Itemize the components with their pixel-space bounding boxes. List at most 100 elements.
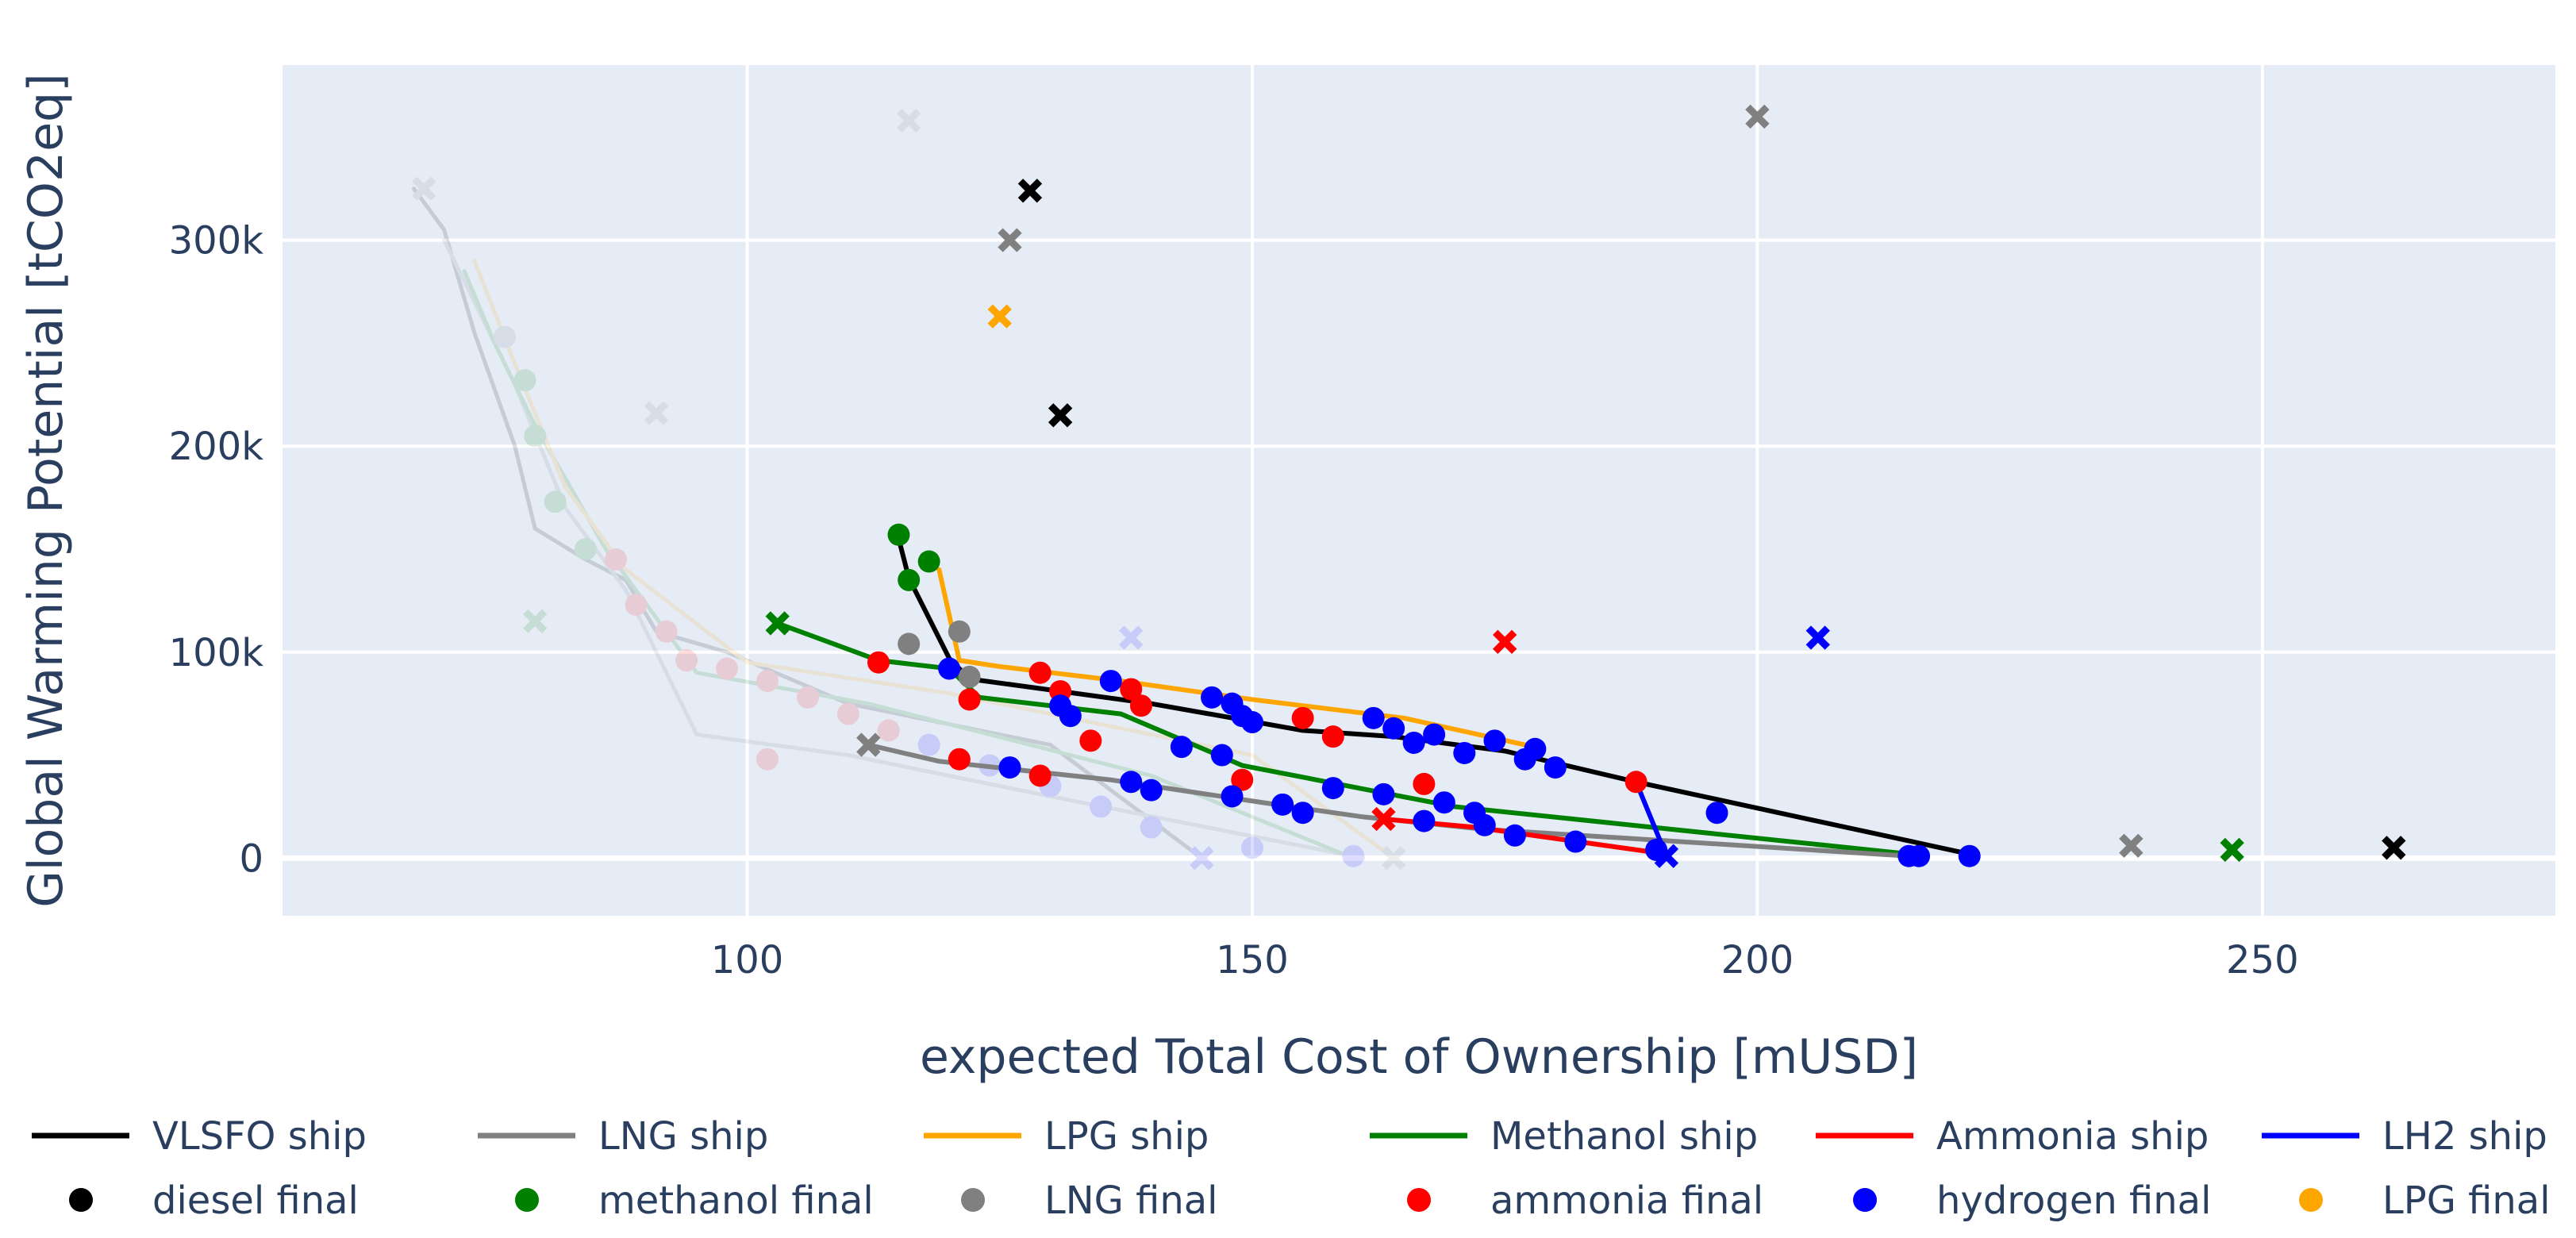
circle-marker-point [1413,772,1436,795]
circle-marker-point [544,490,567,513]
legend-item-ammonia-ship[interactable]: Ammonia ship [1816,1114,2209,1159]
circle-marker-point [1090,795,1113,818]
circle-marker-point [867,651,890,674]
circle-marker-point [1342,844,1365,867]
circle-marker-point [1221,785,1244,808]
x-marker-point [2220,837,2244,863]
legend-item-lh2-ship[interactable]: LH2 ship [2262,1114,2547,1159]
x-marker-point [765,611,790,636]
circle-marker-point [898,568,921,591]
x-marker-point [523,609,548,634]
y-axis-ticks: 0 100k 200k 300k [169,219,264,882]
circle-marker-point [1099,670,1122,693]
x-marker-point [1371,806,1396,832]
circle-marker-point [948,748,971,771]
circle-marker-point [625,594,648,617]
circle-marker-point [494,325,517,348]
legend[interactable]: VLSFO ship LNG ship LPG ship Methanol ship A… [32,1114,2551,1223]
x-marker-point [987,304,1012,329]
legend-item-lng-final[interactable]: LNG final [961,1178,1218,1223]
x-marker-point [644,401,669,425]
circle-marker-point [1129,694,1152,717]
circle-marker-point [1413,809,1436,832]
legend-marker-swatch [69,1188,93,1212]
circle-marker-point [1402,731,1425,754]
legend-item-hydrogen-final[interactable]: hydrogen final [1853,1178,2211,1223]
circle-marker-point [917,733,940,756]
circle-marker-point [1059,705,1082,728]
x-tick-label: 150 [1216,938,1289,982]
legend-marker-swatch [2299,1188,2323,1212]
circle-marker-point [1503,824,1526,847]
circle-marker-point [1958,844,1981,867]
points-layer [765,104,2406,868]
legend-marker-swatch [515,1188,539,1212]
circle-marker-point [796,686,819,709]
legend-item-vlsfo-ship[interactable]: VLSFO ship [32,1114,367,1159]
circle-marker-point [938,657,961,680]
legend-label: VLSFO ship [152,1114,367,1159]
series-line-methanol-ship-faded [462,269,1355,860]
y-tick-label: 300k [169,219,264,263]
faded-series-layer [411,108,1406,871]
circle-marker-point [958,688,981,711]
circle-marker-point [1291,706,1314,729]
circle-marker-point [675,649,698,672]
y-axis-label: Global Warming Potential [tCO2eq] [18,73,74,907]
legend-item-diesel-final[interactable]: diesel final [69,1178,359,1223]
legend-item-lng-ship[interactable]: LNG ship [478,1114,768,1159]
x-marker-point [1190,846,1214,871]
circle-marker-point [1372,782,1395,805]
circle-marker-point [755,748,779,771]
circle-marker-point [605,548,628,571]
x-marker-point [1381,846,1406,871]
legend-item-lpg-final[interactable]: LPG final [2299,1178,2551,1223]
x-marker-point [1805,625,1830,650]
circle-marker-point [1483,729,1506,752]
x-marker-point [897,108,921,133]
legend-label: Methanol ship [1490,1114,1758,1159]
circle-marker-point [898,632,921,656]
circle-marker-point [524,425,547,448]
circle-marker-point [836,702,859,725]
x-marker-point [2382,836,2406,860]
legend-label: LPG ship [1044,1114,1209,1159]
circle-marker-point [1432,791,1455,814]
x-marker-point [1745,104,1770,129]
circle-marker-point [1028,661,1052,684]
circle-marker-point [1423,723,1446,746]
circle-marker-point [1291,802,1314,825]
legend-item-methanol-final[interactable]: methanol final [515,1178,874,1223]
circle-marker-point [877,719,900,742]
x-marker-point [998,228,1022,252]
circle-marker-point [574,537,597,560]
legend-item-methanol-ship[interactable]: Methanol ship [1370,1114,1758,1159]
legend-label: LNG ship [598,1114,768,1159]
x-axis-label: expected Total Cost of Ownership [mUSD] [920,1029,1918,1085]
legend-item-ammonia-final[interactable]: ammonia final [1407,1178,1763,1223]
x-tick-label: 200 [1721,938,1794,982]
series-line-vlsfo-ship-faded [411,186,1204,860]
circle-marker-point [755,670,779,693]
grid-lines [283,65,2555,916]
x-marker-point [1048,403,1073,428]
circle-marker-point [948,620,971,643]
circle-marker-point [1705,802,1728,825]
circle-marker-point [1210,744,1233,767]
legend-label: methanol final [598,1178,874,1223]
legend-label: LNG final [1044,1178,1218,1223]
circle-marker-point [716,657,739,680]
circle-marker-point [1240,836,1263,859]
circle-marker-point [655,620,678,643]
circle-marker-point [1645,838,1668,861]
circle-marker-point [1624,771,1647,794]
circle-marker-point [1028,764,1052,787]
x-tick-label: 100 [711,938,784,982]
circle-marker-point [998,756,1021,779]
legend-item-lpg-ship[interactable]: LPG ship [924,1114,1209,1159]
x-marker-point [1119,625,1144,650]
legend-marker-swatch [1853,1188,1877,1212]
circle-marker-point [1544,756,1567,779]
circle-marker-point [1120,678,1143,701]
